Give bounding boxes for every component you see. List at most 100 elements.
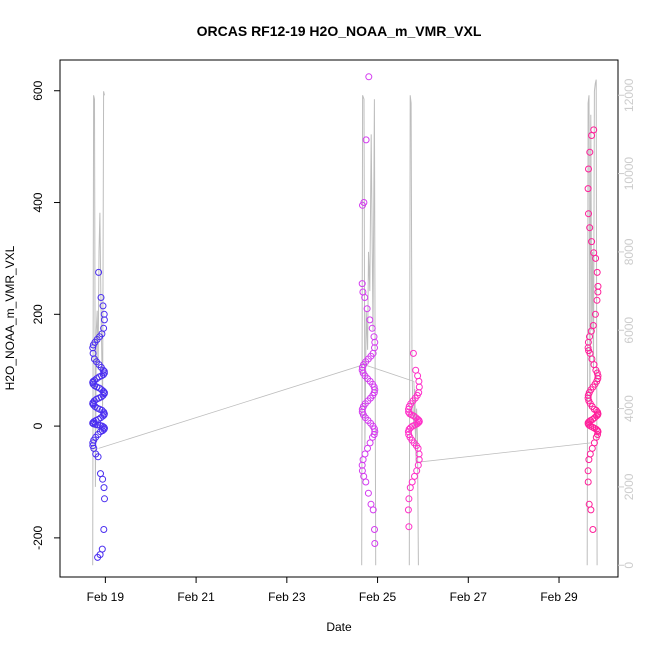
data-point [415,383,423,391]
data-point [406,410,414,418]
x-tick-label: Feb 27 [450,590,488,604]
data-point [410,412,418,420]
data-point [366,439,374,447]
data-point [99,475,107,483]
data-point [99,412,107,420]
data-point [362,478,370,486]
data-point [405,523,413,531]
x-tick-label: Feb 25 [359,590,397,604]
data-point [367,500,375,508]
data-point [369,433,376,441]
data-point [415,450,423,458]
data-point [365,73,373,81]
data-point [366,316,374,324]
axes-layer: Feb 19 Feb 21 Feb 23 Feb 25 Feb 27 Feb 29 -200… [31,59,636,604]
data-point [413,467,421,475]
data-point [412,366,420,374]
y-tick-label: 400 [31,192,45,212]
y-axis-label: H2O_NOAA_m_VMR_VXL [3,245,17,390]
data-point [585,456,593,464]
y2-tick-label: 6000 [622,317,636,344]
x-tick-label: Feb 29 [540,590,578,604]
data-point [584,478,592,486]
data-point [593,296,601,304]
y-tick-label: 0 [31,422,45,429]
data-point [404,506,412,514]
data-point [586,450,594,458]
data-point [368,324,376,332]
data-point [584,185,592,193]
data-point [588,238,596,246]
data-point [585,210,592,218]
data-point [100,316,108,324]
data-point [415,418,423,426]
data-point [99,371,107,379]
data-point [584,420,592,428]
data-point [369,506,377,514]
data-point [594,288,602,296]
data-point [97,294,105,301]
x-tick-label: Feb 23 [268,590,306,604]
data-point [588,444,596,452]
data-point [364,489,372,497]
y2-tick-label: 0 [622,562,636,569]
data-point [586,224,594,232]
data-point [100,484,108,492]
data-point [415,419,422,427]
data-point [100,310,108,318]
data-point [594,282,602,290]
data-point [358,280,366,288]
data-point [362,136,370,144]
data-point [415,377,423,385]
data-point [95,268,103,276]
altitude-line-4 [586,79,598,566]
data-point [94,453,102,461]
x-axis-label: Date [326,620,352,634]
data-point [370,333,378,341]
data-point [414,372,422,380]
data-point [414,461,422,469]
data-point [100,425,108,433]
data-point [101,495,108,503]
connector-line [98,364,591,463]
data-point [371,540,379,547]
altitude-line-1 [92,91,105,566]
data-point [409,349,417,357]
data-point [589,526,597,533]
data-point [361,294,369,301]
data-point [364,444,371,452]
data-point [585,421,593,429]
data-point [593,268,601,276]
y-tick-label: 600 [31,80,45,100]
data-point [100,526,108,533]
y2-tick-label: 8000 [622,238,636,265]
data-point [591,310,599,318]
data-point [406,484,414,492]
altitude-line-2 [361,95,377,566]
y2-tick-label: 4000 [622,395,636,422]
data-point [94,553,102,561]
y2-tick-label: 10000 [622,157,636,191]
data-point [361,450,369,458]
data-point [94,421,102,429]
x-tick-label: Feb 19 [87,590,125,604]
connector-layer [98,364,591,463]
data-point [588,132,596,139]
data-point [99,302,107,310]
data-point [405,495,413,503]
plot-frame [59,59,619,578]
data-point [587,506,595,514]
data-point [371,526,378,533]
data-point [408,478,416,486]
data-point [585,165,592,173]
y-tick-label: 200 [31,304,45,324]
x-tick-label: Feb 21 [177,590,215,604]
data-point [363,305,371,313]
chart-title: ORCAS RF12-19 H2O_NOAA_m_VMR_VXL [197,23,482,39]
altitude-layer [92,79,598,566]
data-point [358,467,366,475]
data-point [359,201,366,209]
points-layer [89,73,602,561]
data-point [359,456,367,464]
y-tick-label: -200 [31,526,45,550]
